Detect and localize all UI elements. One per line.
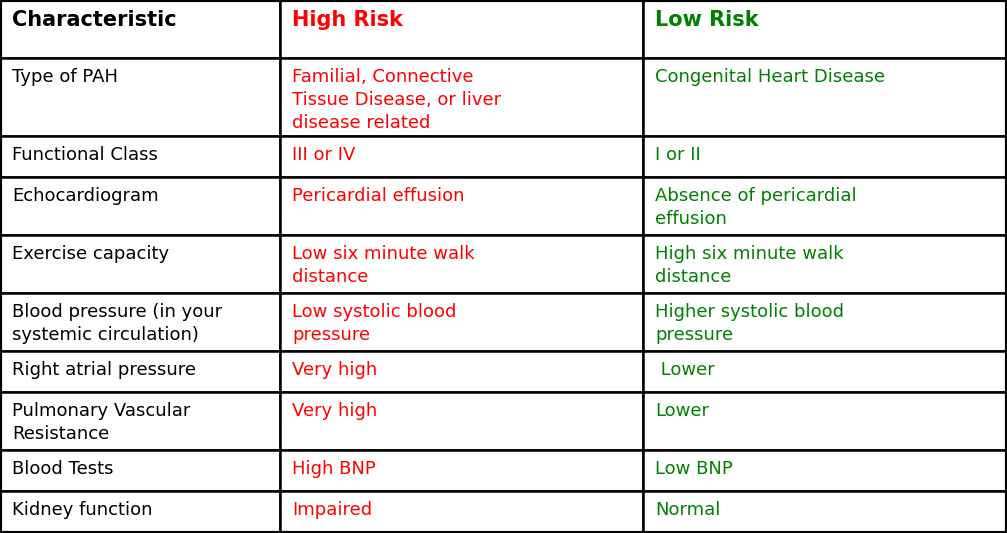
Bar (0, 392, 280, 450)
Text: Higher systolic blood
pressure: Higher systolic blood pressure (656, 303, 845, 344)
Text: High BNP: High BNP (292, 460, 376, 478)
Text: Exercise capacity: Exercise capacity (12, 245, 169, 263)
Text: Congenital Heart Disease: Congenital Heart Disease (656, 68, 885, 86)
Text: Lower: Lower (656, 360, 715, 378)
Bar (0, 491, 280, 533)
Text: High Risk: High Risk (292, 10, 403, 30)
Text: I or II: I or II (656, 146, 701, 164)
Bar (0, 0, 280, 58)
Text: Absence of pericardial
effusion: Absence of pericardial effusion (656, 187, 857, 228)
Text: Low six minute walk
distance: Low six minute walk distance (292, 245, 474, 286)
Bar (280, 177, 643, 235)
Text: High six minute walk
distance: High six minute walk distance (656, 245, 844, 286)
Bar (643, 351, 1007, 392)
Bar (280, 392, 643, 450)
Bar (643, 392, 1007, 450)
Bar (643, 293, 1007, 351)
Text: Type of PAH: Type of PAH (12, 68, 118, 86)
Text: Very high: Very high (292, 402, 378, 420)
Text: Normal: Normal (656, 502, 721, 520)
Text: Functional Class: Functional Class (12, 146, 158, 164)
Bar (280, 491, 643, 533)
Text: Low BNP: Low BNP (656, 460, 733, 478)
Text: Pericardial effusion: Pericardial effusion (292, 187, 464, 205)
Bar (0, 58, 280, 136)
Text: Right atrial pressure: Right atrial pressure (12, 360, 196, 378)
Text: Characteristic: Characteristic (12, 10, 176, 30)
Bar (280, 351, 643, 392)
Text: III or IV: III or IV (292, 146, 355, 164)
Text: Very high: Very high (292, 360, 378, 378)
Text: Blood Tests: Blood Tests (12, 460, 114, 478)
Bar (0, 177, 280, 235)
Bar (643, 0, 1007, 58)
Bar (280, 450, 643, 491)
Text: Echocardiogram: Echocardiogram (12, 187, 159, 205)
Text: Pulmonary Vascular
Resistance: Pulmonary Vascular Resistance (12, 402, 190, 443)
Bar (643, 235, 1007, 293)
Bar (643, 177, 1007, 235)
Text: Lower: Lower (656, 402, 710, 420)
Bar (643, 136, 1007, 177)
Bar (280, 58, 643, 136)
Bar (280, 293, 643, 351)
Bar (280, 136, 643, 177)
Bar (0, 450, 280, 491)
Bar (0, 293, 280, 351)
Bar (0, 351, 280, 392)
Bar (643, 491, 1007, 533)
Text: Low systolic blood
pressure: Low systolic blood pressure (292, 303, 456, 344)
Bar (0, 136, 280, 177)
Bar (643, 450, 1007, 491)
Text: Kidney function: Kidney function (12, 502, 152, 520)
Text: Blood pressure (in your
systemic circulation): Blood pressure (in your systemic circula… (12, 303, 223, 344)
Text: Low Risk: Low Risk (656, 10, 759, 30)
Bar (280, 235, 643, 293)
Text: Familial, Connective
Tissue Disease, or liver
disease related: Familial, Connective Tissue Disease, or … (292, 68, 501, 132)
Bar (280, 0, 643, 58)
Bar (0, 235, 280, 293)
Text: Impaired: Impaired (292, 502, 372, 520)
Bar (643, 58, 1007, 136)
